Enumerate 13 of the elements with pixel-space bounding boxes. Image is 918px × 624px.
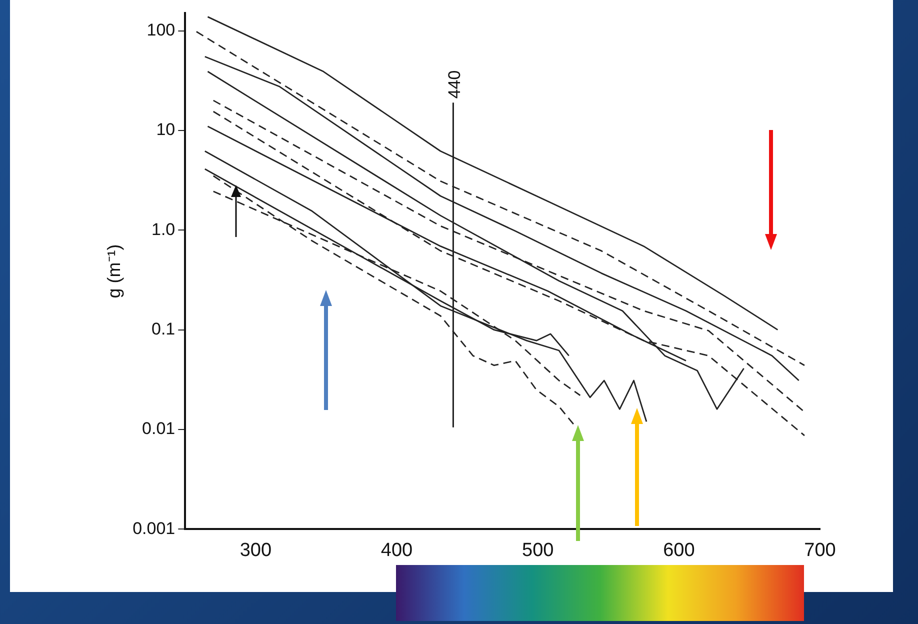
y-tick-label: 100: [146, 20, 176, 40]
y-tick-label: 0.001: [132, 518, 176, 538]
x-tick-label: 400: [380, 540, 413, 561]
x-tick-label: 700: [804, 540, 836, 561]
y-tick-label: 0.01: [142, 419, 176, 438]
x-tick-label: 500: [522, 540, 554, 561]
x-tick-label: 300: [240, 540, 272, 561]
annotation: 440: [445, 70, 464, 99]
y-tick-label: 10: [156, 120, 176, 140]
y-tick-label: 1.0: [152, 220, 176, 239]
x-tick-label: 600: [663, 540, 695, 561]
y-axis-title: g (m⁻¹): [104, 244, 124, 298]
y-tick-label: 0.1: [152, 320, 176, 339]
